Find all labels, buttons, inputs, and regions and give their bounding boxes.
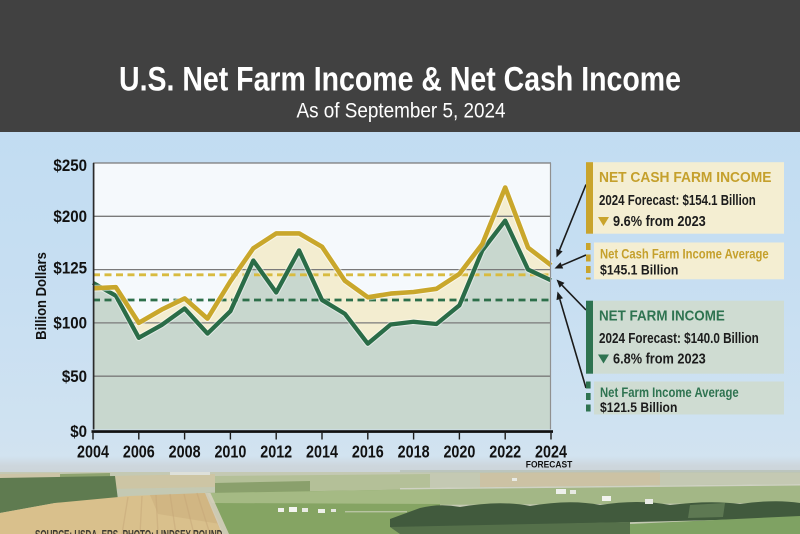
svg-text:$250: $250: [53, 157, 87, 175]
svg-text:2024: 2024: [535, 443, 567, 462]
svg-text:U.S. Net Farm Income & Net Cas: U.S. Net Farm Income & Net Cash Income: [119, 60, 681, 98]
svg-text:2020: 2020: [443, 443, 475, 462]
svg-text:As of September 5, 2024: As of September 5, 2024: [297, 100, 506, 123]
svg-text:2008: 2008: [169, 443, 201, 462]
svg-text:Net Cash Farm Income Average: Net Cash Farm Income Average: [600, 246, 769, 261]
svg-text:2022: 2022: [489, 443, 521, 462]
svg-text:2012: 2012: [260, 443, 292, 462]
svg-text:2016: 2016: [352, 443, 384, 462]
svg-text:NET FARM INCOME: NET FARM INCOME: [599, 308, 725, 325]
svg-text:9.6% from 2023: 9.6% from 2023: [613, 212, 706, 229]
svg-text:$0: $0: [70, 424, 87, 442]
svg-text:FORECAST: FORECAST: [526, 459, 573, 469]
svg-text:$200: $200: [53, 208, 87, 226]
svg-text:Net Farm Income Average: Net Farm Income Average: [600, 384, 739, 401]
svg-text:2024 Forecast: $140.0 Billion: 2024 Forecast: $140.0 Billion: [599, 330, 759, 347]
svg-text:2018: 2018: [398, 443, 430, 462]
svg-text:2010: 2010: [214, 443, 246, 462]
svg-text:2014: 2014: [306, 443, 338, 462]
svg-text:$125: $125: [53, 260, 87, 278]
svg-text:SOURCE: USDA, ERS. PHOTO: LIND: SOURCE: USDA, ERS. PHOTO: LINDSEY ROUND.: [35, 528, 225, 534]
svg-text:Billion Dollars: Billion Dollars: [32, 252, 49, 340]
svg-text:6.8% from 2023: 6.8% from 2023: [613, 349, 706, 366]
svg-text:$100: $100: [53, 315, 87, 333]
svg-text:2006: 2006: [123, 443, 155, 462]
svg-text:2024 Forecast: $154.1 Billion: 2024 Forecast: $154.1 Billion: [599, 192, 756, 209]
svg-text:2004: 2004: [77, 443, 109, 462]
svg-text:$121.5 Billion: $121.5 Billion: [600, 399, 677, 415]
svg-text:NET CASH FARM INCOME: NET CASH FARM INCOME: [599, 170, 772, 187]
svg-text:$50: $50: [62, 368, 87, 386]
svg-text:$145.1 Billion: $145.1 Billion: [600, 262, 678, 278]
